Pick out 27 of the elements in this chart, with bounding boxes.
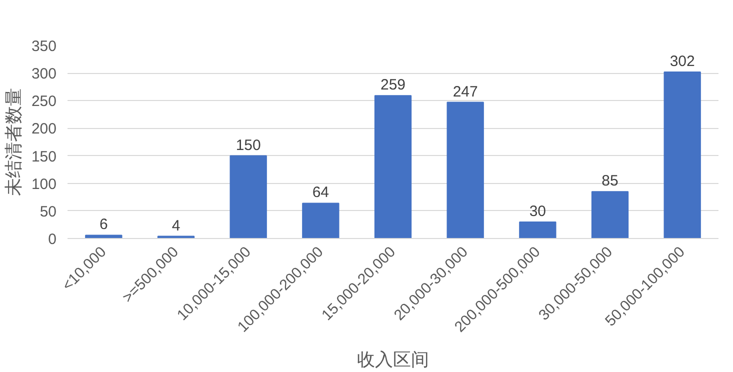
bar	[446, 102, 484, 238]
y-tick-label: 150	[31, 148, 57, 166]
y-tick-label: 250	[31, 93, 57, 110]
y-tick-label: 200	[31, 120, 57, 138]
data-label: 6	[99, 216, 108, 234]
y-tick-label: 0	[48, 231, 56, 248]
data-label: 150	[236, 136, 261, 154]
data-label: 259	[380, 76, 406, 94]
bar	[302, 202, 340, 238]
x-axis-title: 收入区间	[357, 350, 429, 370]
data-label: 30	[529, 202, 546, 220]
data-label: 302	[670, 52, 695, 70]
y-axis-title: 未结清者数量	[3, 88, 24, 196]
bar	[85, 234, 122, 238]
bar	[664, 71, 701, 238]
bar	[519, 221, 556, 238]
y-tick-label: 50	[40, 203, 57, 220]
bar	[591, 191, 629, 238]
y-tick-label: 100	[31, 176, 57, 193]
data-label: 247	[452, 83, 478, 100]
y-tick-label: 350	[31, 38, 57, 55]
bar	[230, 155, 267, 238]
data-label: 85	[602, 172, 618, 190]
data-label: 4	[172, 217, 180, 234]
bar	[374, 95, 412, 238]
data-label: 64	[312, 184, 330, 202]
y-tick-label: 300	[31, 66, 57, 83]
